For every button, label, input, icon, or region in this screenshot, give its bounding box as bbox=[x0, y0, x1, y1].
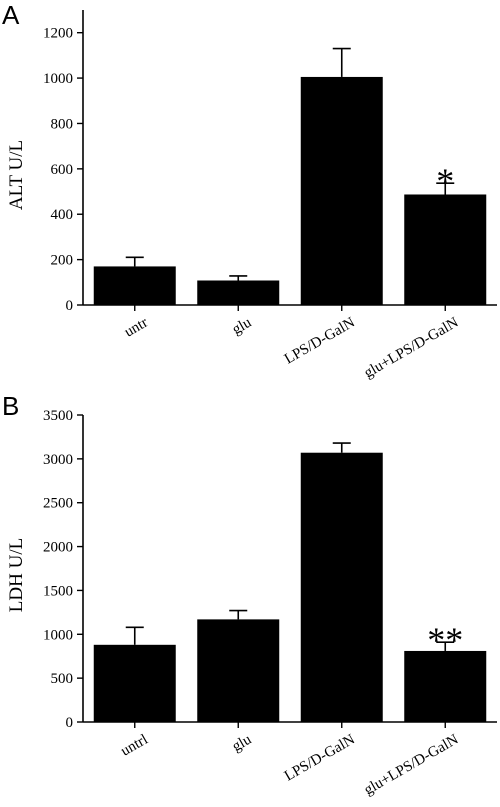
category-label: LPS/D-GalN bbox=[282, 732, 358, 785]
bar-2 bbox=[300, 76, 383, 305]
y-tick-label: 1500 bbox=[43, 583, 73, 599]
category-label: untr bbox=[122, 315, 151, 341]
category-label: glu+LPS/D-GalN bbox=[361, 315, 461, 382]
significance-marker: * bbox=[436, 161, 454, 201]
y-tick-label: 2000 bbox=[43, 540, 73, 556]
bars bbox=[93, 76, 487, 305]
category-label: LPS/D-GalN bbox=[282, 315, 358, 368]
y-tick-label: 200 bbox=[51, 253, 74, 269]
error-bars bbox=[125, 442, 455, 651]
y-tick-label: 600 bbox=[51, 162, 74, 178]
y-axis-ticks: 0 500 1000 1500 2000 2500 3000 3500 bbox=[43, 408, 83, 731]
panel-letter: A bbox=[2, 0, 20, 30]
bar-3 bbox=[404, 650, 487, 722]
y-tick-label: 1200 bbox=[43, 26, 73, 42]
error-bars bbox=[125, 47, 455, 281]
bar-0 bbox=[93, 266, 176, 305]
category-labels: untrl glu LPS/D-GalN glu+LPS/D-GalN bbox=[118, 722, 461, 798]
y-tick-label: 2500 bbox=[43, 496, 73, 512]
y-axis-title: ALT U/L bbox=[6, 140, 27, 210]
category-label: glu+LPS/D-GalN bbox=[361, 732, 461, 799]
axes bbox=[82, 10, 497, 306]
y-tick-label: 3000 bbox=[43, 452, 73, 468]
category-label: glu bbox=[230, 731, 255, 755]
bar-0 bbox=[93, 644, 176, 722]
y-tick-label: 0 bbox=[66, 298, 74, 314]
chart-panel-a: A ALT U/L 0 200 400 600 800 1000 1200 * untr gl… bbox=[2, 0, 497, 381]
y-tick-label: 400 bbox=[51, 207, 74, 223]
y-tick-label: 3500 bbox=[43, 408, 73, 424]
y-tick-label: 1000 bbox=[43, 71, 73, 87]
y-tick-label: 1000 bbox=[43, 627, 73, 643]
y-tick-label: 0 bbox=[66, 715, 74, 731]
significance-annotations: ** bbox=[427, 620, 463, 660]
category-label: untrl bbox=[118, 732, 151, 760]
y-tick-label: 500 bbox=[51, 671, 74, 687]
bar-3 bbox=[404, 194, 487, 305]
bars bbox=[93, 452, 487, 722]
axes bbox=[82, 415, 497, 723]
bar-1 bbox=[197, 619, 280, 722]
significance-marker: ** bbox=[427, 620, 463, 660]
y-axis-title: LDH U/L bbox=[6, 538, 27, 612]
bar-1 bbox=[197, 280, 280, 305]
category-labels: untr glu LPS/D-GalN glu+LPS/D-GalN bbox=[122, 305, 461, 382]
chart-panel-b: B LDH U/L 0 500 1000 1500 2000 2500 3000 3500 *… bbox=[2, 391, 497, 798]
y-axis-ticks: 0 200 400 600 800 1000 1200 bbox=[43, 26, 83, 314]
bar-2 bbox=[300, 452, 383, 722]
significance-annotations: * bbox=[436, 161, 454, 201]
category-label: glu bbox=[230, 314, 255, 338]
y-tick-label: 800 bbox=[51, 116, 74, 132]
panel-letter: B bbox=[2, 391, 19, 421]
